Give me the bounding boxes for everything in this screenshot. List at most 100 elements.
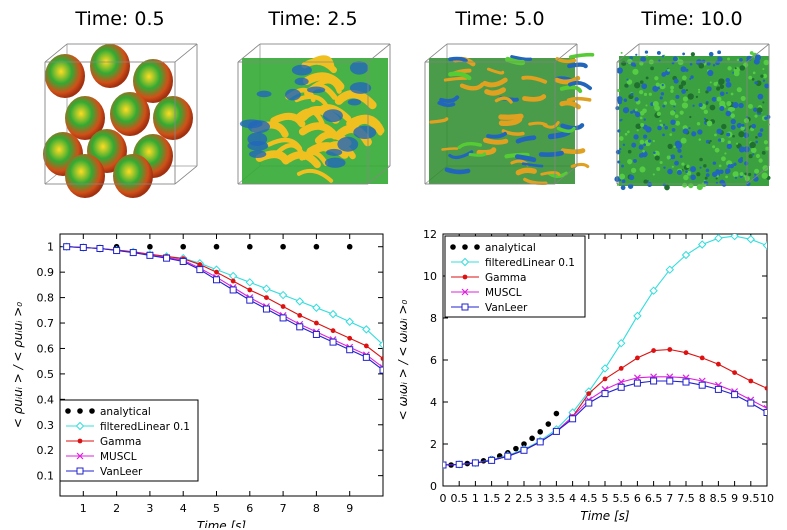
data-point-filteredLinear: [600, 364, 610, 373]
data-point-vanleer: [229, 286, 237, 294]
data-point-analytical: [213, 243, 220, 250]
y-tick-label: 1: [47, 241, 54, 254]
data-point-analytical: [346, 243, 353, 250]
x-tick-label: 3.5: [548, 492, 566, 505]
plot-area: [62, 242, 383, 374]
data-point-filteredLinear: [295, 297, 304, 306]
isosurface-blobs: [614, 50, 771, 191]
isosurface-blobs: [43, 44, 193, 198]
cube-frame-front: [616, 43, 770, 185]
x-tick-label: 1: [80, 502, 87, 515]
data-point-vanleer: [79, 243, 87, 251]
y-tick-label: 0: [430, 480, 437, 493]
data-point-filteredLinear: [278, 290, 288, 300]
x-axis-label: Time [s]: [580, 509, 629, 523]
data-point-gamma: [667, 347, 673, 352]
isosurface-snapshot-4: [614, 43, 771, 191]
data-point-filteredLinear: [378, 340, 383, 349]
data-point-filteredLinear: [746, 235, 756, 244]
series-vanleer: [63, 243, 383, 374]
data-point-gamma: [683, 350, 689, 356]
x-tick-label: 8.5: [710, 492, 728, 505]
data-point-gamma: [651, 348, 656, 353]
y-tick-label: 8: [430, 312, 437, 325]
data-point-vanleer: [617, 383, 625, 391]
legend-label: MUSCL: [485, 287, 522, 299]
data-point-filteredLinear: [697, 240, 707, 249]
x-tick-label: 6: [634, 492, 641, 505]
data-point-gamma: [732, 370, 737, 375]
isosurface-blobs: [239, 55, 388, 184]
data-point-analytical: [529, 435, 535, 442]
legend-label: VanLeer: [485, 302, 528, 314]
y-tick-label: 0.1: [37, 470, 55, 483]
data-point-gamma: [197, 262, 203, 267]
data-point-vanleer: [196, 266, 204, 274]
data-point-filteredLinear: [345, 317, 354, 326]
data-point-vanleer: [379, 366, 383, 374]
y-tick-label: 12: [423, 228, 437, 241]
snapshot-title-1: Time: 0.5: [75, 8, 165, 30]
data-point-gamma: [314, 320, 319, 326]
data-point-vanleer: [262, 305, 270, 313]
y-tick-label: 0.4: [37, 393, 55, 406]
legend: analytical filteredLinear 0.1 Gamma MUSCL Va…: [444, 235, 586, 318]
legend-label: filteredLinear 0.1: [100, 421, 190, 433]
data-point-vanleer: [471, 459, 479, 467]
data-point-filteredLinear: [681, 250, 691, 260]
y-axis: 0 2 4 6 8 10 12: [423, 228, 767, 493]
x-tick-label: 5.5: [612, 492, 630, 505]
x-tick-label: 2: [113, 502, 120, 515]
data-point-gamma: [264, 295, 269, 300]
data-point-analytical: [521, 441, 527, 447]
data-point-vanleer: [329, 338, 337, 346]
y-tick-label: 0.8: [37, 292, 55, 305]
data-point-analytical: [545, 421, 552, 427]
legend-label: Gamma: [485, 272, 526, 284]
data-point-vanleer: [504, 452, 512, 460]
data-point-analytical: [537, 429, 543, 435]
legend-entry-gamma: Gamma: [451, 272, 526, 284]
cube-frame-front: [44, 43, 198, 185]
x-tick-label: 6: [246, 502, 253, 515]
data-point-vanleer: [246, 296, 254, 304]
y-tick-label: 0.9: [37, 266, 55, 279]
data-point-filteredLinear: [633, 311, 642, 321]
data-point-vanleer: [763, 409, 767, 416]
y-tick-label: 6: [430, 354, 437, 367]
data-point-gamma: [297, 312, 303, 318]
data-point-vanleer: [312, 330, 320, 338]
legend-entry-filteredLinear: filteredLinear 0.1: [451, 257, 575, 269]
cube-frame-front: [237, 43, 391, 185]
data-point-gamma: [363, 343, 369, 349]
legend-label: analytical: [485, 242, 536, 254]
x-tick-label: 0: [440, 492, 447, 505]
data-point-vanleer: [650, 377, 658, 385]
data-point-gamma: [280, 304, 286, 309]
data-point-gamma: [635, 355, 640, 361]
x-tick-label: 5: [213, 502, 220, 515]
data-point-vanleer: [213, 276, 221, 284]
legend: analytical filteredLinear 0.1 Gamma MUSCL Va…: [59, 399, 199, 482]
enstrophy-chart: 0 0.5 1 1.5 2 2.5 3 3.5 4 4.5 5 5.5 6 6.5 7 7.5 8 8.5 9 9.5…: [396, 228, 774, 523]
data-point-vanleer: [633, 379, 641, 387]
data-point-filteredLinear: [262, 284, 271, 293]
x-tick-label: 5: [602, 492, 609, 505]
x-tick-label: 10: [760, 492, 774, 505]
y-tick-label: 4: [430, 396, 437, 409]
y-tick-label: 2: [430, 438, 437, 451]
plot-area: [443, 234, 767, 470]
data-point-gamma: [214, 269, 219, 275]
y-tick-label: 0.6: [37, 342, 55, 355]
data-point-filteredLinear: [245, 278, 255, 287]
data-point-vanleer: [96, 244, 104, 252]
data-point-analytical: [147, 243, 153, 250]
data-point-vanleer: [163, 254, 171, 262]
x-tick-label: 3: [537, 492, 544, 505]
data-point-vanleer: [146, 251, 154, 259]
data-point-vanleer: [113, 247, 121, 255]
x-tick-label: 9.5: [742, 492, 760, 505]
series-muscl: [63, 243, 383, 371]
x-tick-label: 4: [180, 502, 187, 515]
x-tick-label: 9: [346, 502, 353, 515]
